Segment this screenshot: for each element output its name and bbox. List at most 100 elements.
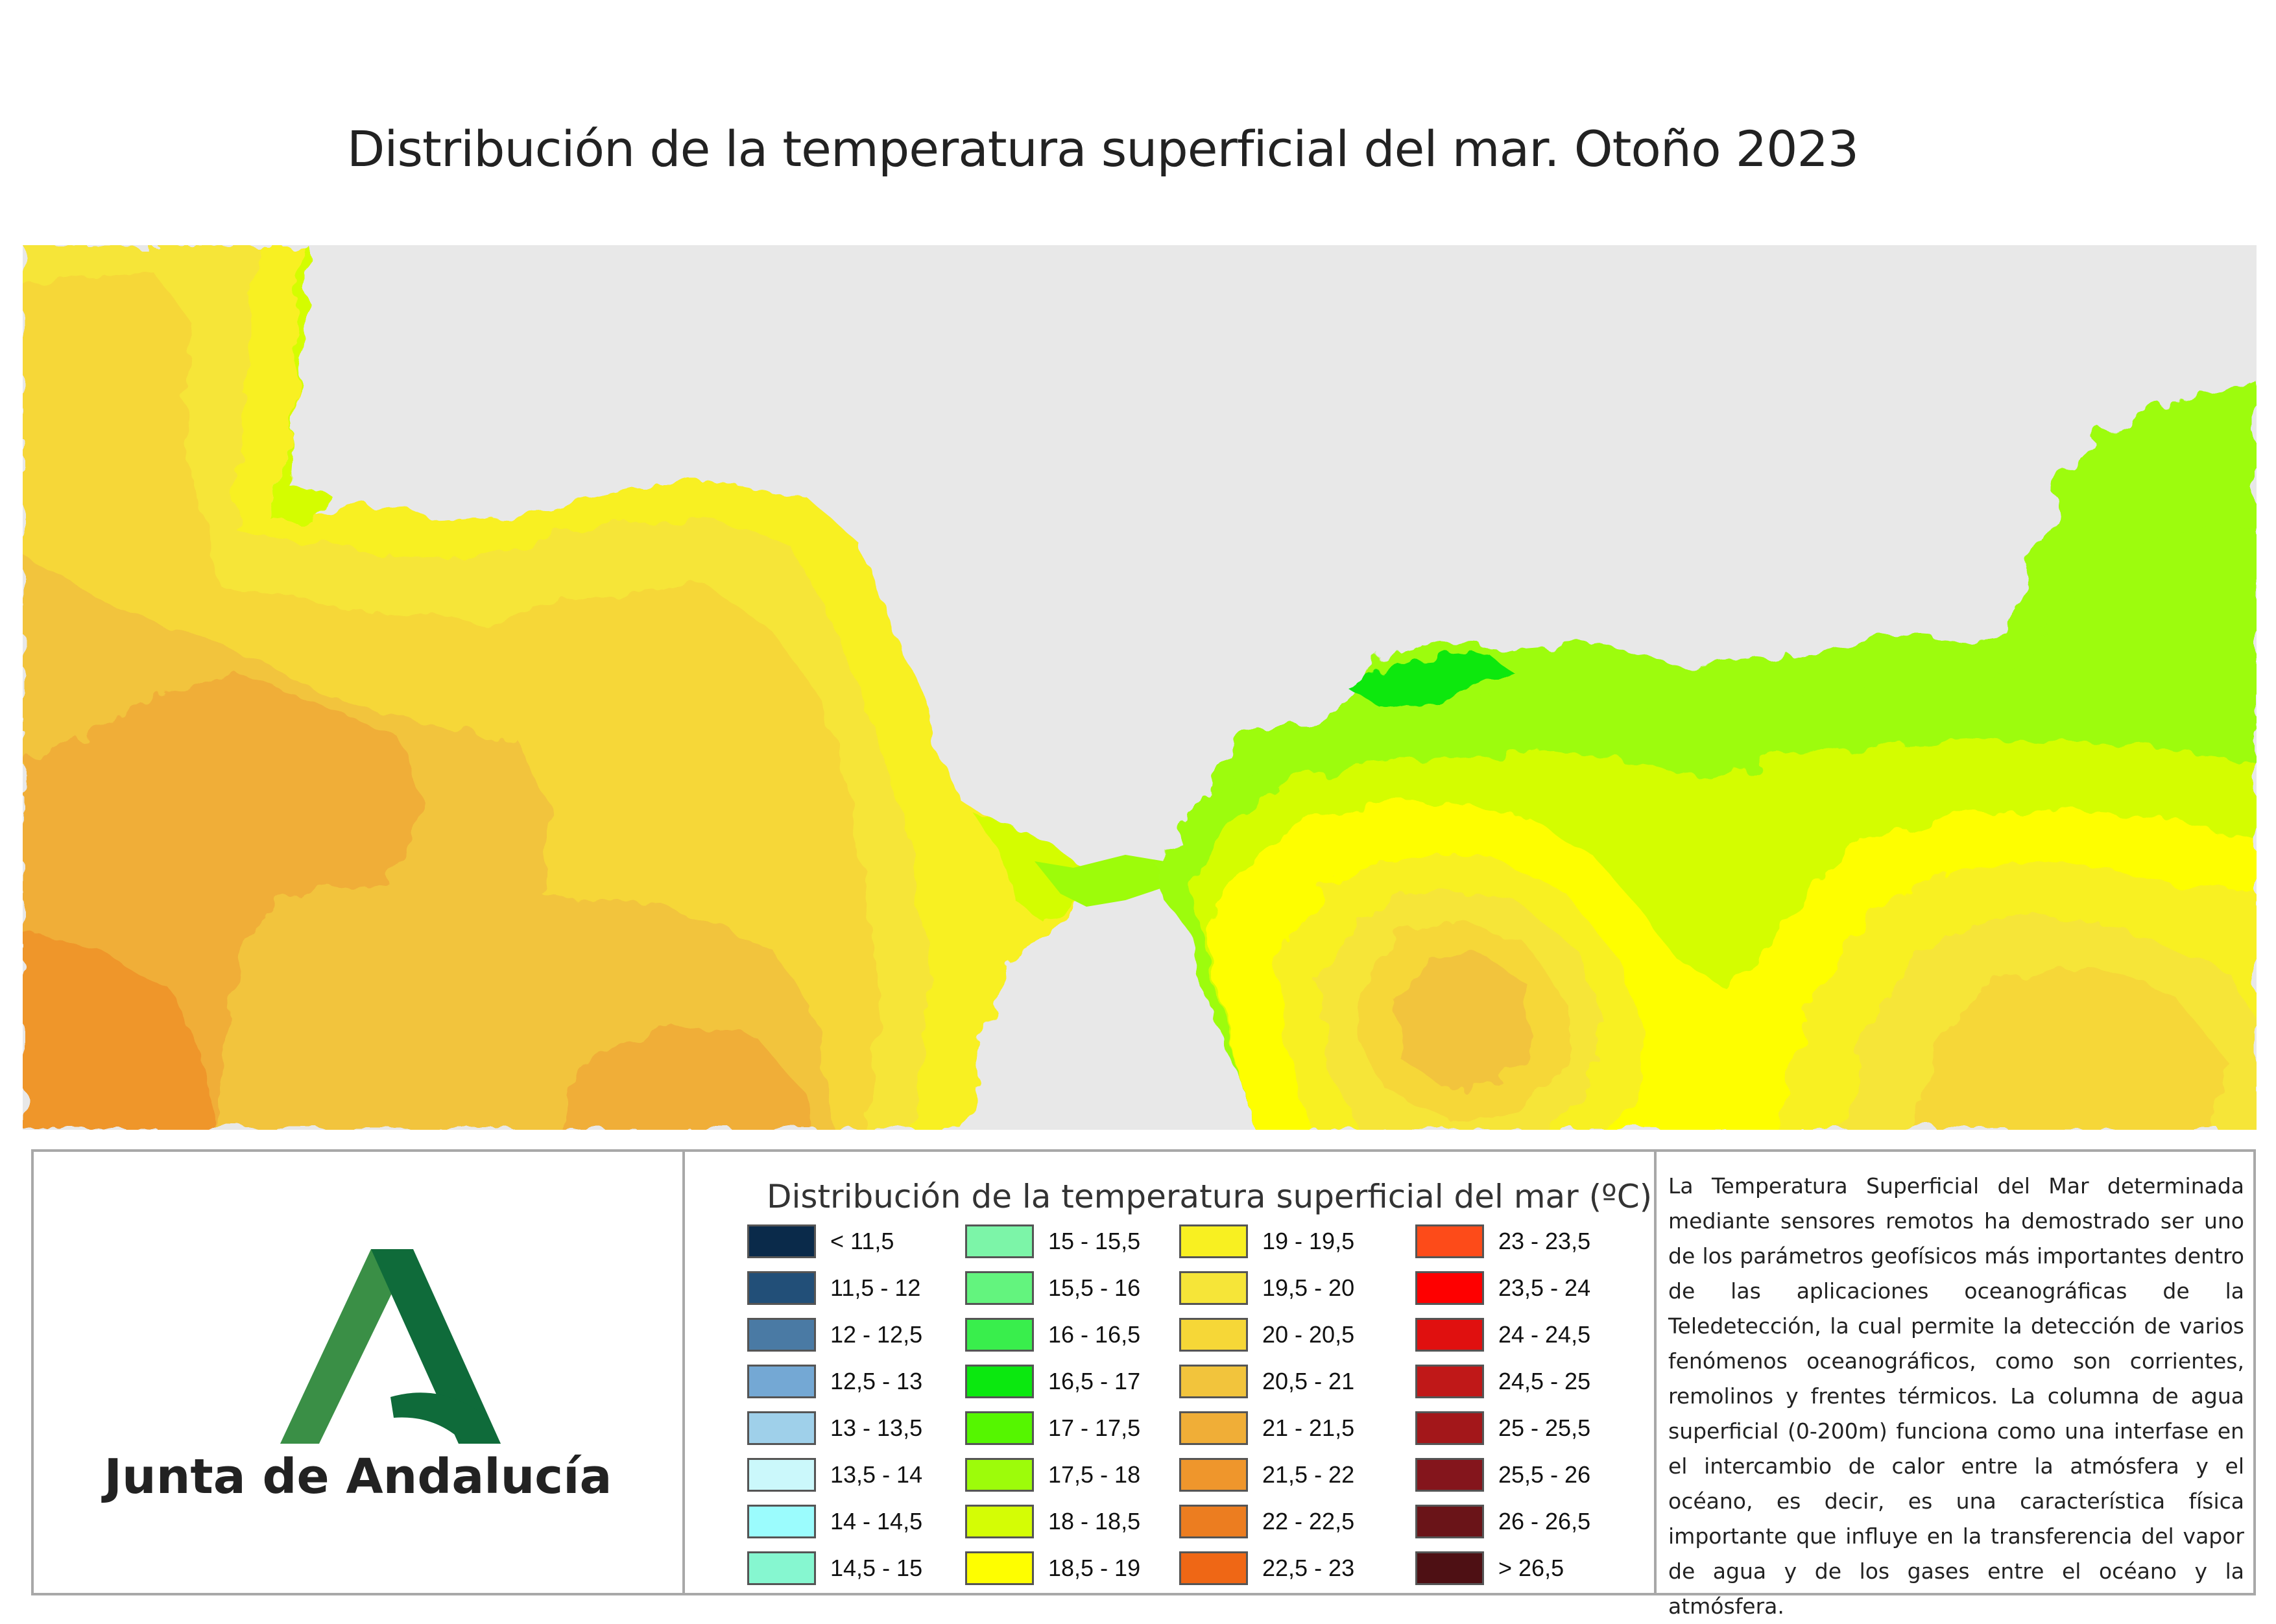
legend-label: 14 - 14,5 [830, 1508, 923, 1534]
legend-swatch [965, 1318, 1034, 1352]
legend-item: > 26,5 [1415, 1550, 1564, 1586]
legend-label: 17 - 17,5 [1048, 1415, 1141, 1441]
legend-swatch [747, 1458, 816, 1492]
legend-label: 16 - 16,5 [1048, 1321, 1141, 1348]
legend-swatch [1179, 1551, 1248, 1585]
legend-swatch [1415, 1411, 1484, 1445]
legend-swatch [1179, 1365, 1248, 1398]
legend-item: 24,5 - 25 [1415, 1363, 1590, 1400]
legend-swatch [965, 1224, 1034, 1258]
legend-item: 11,5 - 12 [747, 1270, 920, 1306]
legend-item: 22 - 22,5 [1179, 1503, 1354, 1540]
junta-andalucia-logo-icon [280, 1249, 540, 1444]
legend-item: 24 - 24,5 [1415, 1317, 1590, 1353]
legend-item: 17,5 - 18 [965, 1457, 1140, 1493]
legend-swatch [1415, 1551, 1484, 1585]
legend-swatch [1179, 1318, 1248, 1352]
legend-label: 19 - 19,5 [1262, 1228, 1355, 1254]
legend-label: 17,5 - 18 [1048, 1461, 1141, 1488]
sea-temperature-map [23, 245, 2257, 1130]
panel-divider [682, 1152, 685, 1593]
legend-item: 14,5 - 15 [747, 1550, 922, 1586]
legend-item: 15 - 15,5 [965, 1223, 1140, 1260]
legend-label: 18 - 18,5 [1048, 1508, 1141, 1534]
legend-label: 26 - 26,5 [1498, 1508, 1591, 1534]
legend-swatch [965, 1551, 1034, 1585]
legend-swatch [1415, 1318, 1484, 1352]
legend-swatch [1179, 1505, 1248, 1538]
legend-label: 11,5 - 12 [830, 1274, 921, 1301]
legend-label: 15,5 - 16 [1048, 1274, 1141, 1301]
legend-panel: Junta de Andalucía Distribución de la te… [31, 1149, 2256, 1619]
logo-text: Junta de Andalucía [104, 1449, 612, 1505]
legend-label: 24 - 24,5 [1498, 1321, 1591, 1348]
legend-item: 21 - 21,5 [1179, 1410, 1354, 1446]
legend-swatch [965, 1458, 1034, 1492]
legend-swatch [1415, 1365, 1484, 1398]
legend-swatch [1179, 1458, 1248, 1492]
legend-label: 21 - 21,5 [1262, 1415, 1355, 1441]
alboran-sea [1151, 381, 2257, 1130]
legend-label: 19,5 - 20 [1262, 1274, 1355, 1301]
atlantic-sea [23, 245, 1086, 1130]
legend-swatch [1179, 1411, 1248, 1445]
legend-swatch [965, 1411, 1034, 1445]
legend-label: 22,5 - 23 [1262, 1555, 1355, 1581]
legend-swatch [1415, 1271, 1484, 1305]
legend-label: > 26,5 [1498, 1555, 1564, 1581]
legend-item: 12 - 12,5 [747, 1317, 922, 1353]
legend-item: 20 - 20,5 [1179, 1317, 1354, 1353]
legend-item: 26 - 26,5 [1415, 1503, 1590, 1540]
legend-swatch [1415, 1458, 1484, 1492]
legend-item: 23,5 - 24 [1415, 1270, 1590, 1306]
legend-item: 18,5 - 19 [965, 1550, 1140, 1586]
description-text: La Temperatura Superficial del Mar deter… [1668, 1173, 2244, 1619]
legend-item: 21,5 - 22 [1179, 1457, 1354, 1493]
legend-item: 18 - 18,5 [965, 1503, 1140, 1540]
legend-swatch [965, 1365, 1034, 1398]
legend-swatch [747, 1271, 816, 1305]
legend-item: 13 - 13,5 [747, 1410, 922, 1446]
legend-label: 13,5 - 14 [830, 1461, 923, 1488]
legend-item: 17 - 17,5 [965, 1410, 1140, 1446]
legend-swatch [747, 1224, 816, 1258]
legend-label: 13 - 13,5 [830, 1415, 923, 1441]
legend-item: 13,5 - 14 [747, 1457, 922, 1493]
legend-label: 22 - 22,5 [1262, 1508, 1355, 1534]
legend-swatch [747, 1551, 816, 1585]
legend-swatch [965, 1505, 1034, 1538]
legend-label: 18,5 - 19 [1048, 1555, 1141, 1581]
legend-label: 16,5 - 17 [1048, 1368, 1141, 1394]
legend-item: 23 - 23,5 [1415, 1223, 1590, 1260]
legend-item: 19 - 19,5 [1179, 1223, 1354, 1260]
legend-title: Distribución de la temperatura superfici… [767, 1178, 1653, 1215]
legend-label: < 11,5 [830, 1228, 894, 1254]
legend-label: 15 - 15,5 [1048, 1228, 1141, 1254]
map-title: Distribución de la temperatura superfici… [346, 120, 1859, 178]
legend-item: 15,5 - 16 [965, 1270, 1140, 1306]
legend-label: 12,5 - 13 [830, 1368, 923, 1394]
legend-label: 23,5 - 24 [1498, 1274, 1591, 1301]
legend-item: 14 - 14,5 [747, 1503, 922, 1540]
legend-label: 24,5 - 25 [1498, 1368, 1591, 1394]
strait-of-gibraltar [1035, 855, 1164, 907]
legend-item: 19,5 - 20 [1179, 1270, 1354, 1306]
legend-label: 25,5 - 26 [1498, 1461, 1591, 1488]
legend-label: 20,5 - 21 [1262, 1368, 1355, 1394]
legend-item: 22,5 - 23 [1179, 1550, 1354, 1586]
legend-swatch [747, 1365, 816, 1398]
legend-label: 21,5 - 22 [1262, 1461, 1355, 1488]
legend-item: 16,5 - 17 [965, 1363, 1140, 1400]
legend-swatch [1179, 1224, 1248, 1258]
legend-item: < 11,5 [747, 1223, 894, 1260]
legend-label: 20 - 20,5 [1262, 1321, 1355, 1348]
legend-label: 25 - 25,5 [1498, 1415, 1591, 1441]
legend-item: 25 - 25,5 [1415, 1410, 1590, 1446]
legend-item: 16 - 16,5 [965, 1317, 1140, 1353]
legend-swatch [1179, 1271, 1248, 1305]
legend-swatch [747, 1505, 816, 1538]
legend-swatch [1415, 1505, 1484, 1538]
legend-swatch [1415, 1224, 1484, 1258]
legend-label: 12 - 12,5 [830, 1321, 923, 1348]
legend-item: 12,5 - 13 [747, 1363, 922, 1400]
